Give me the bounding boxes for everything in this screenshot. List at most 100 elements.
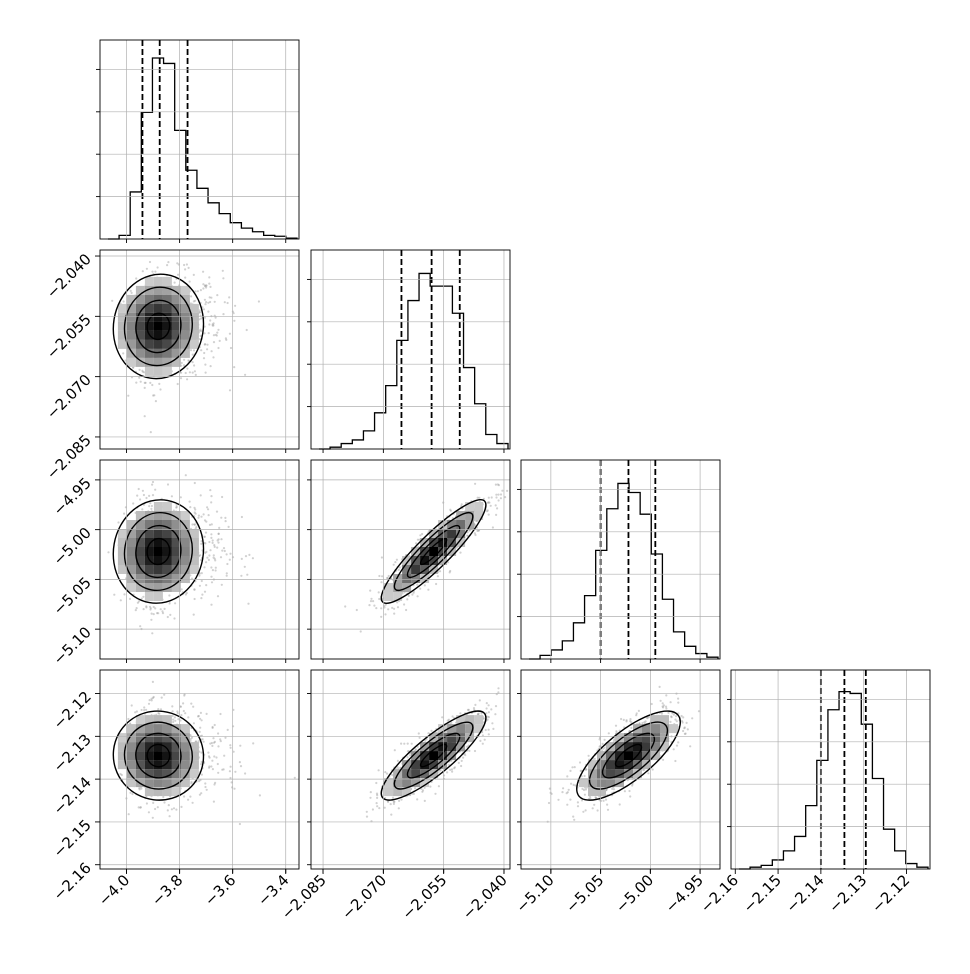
- scatter-point: [164, 608, 166, 610]
- density-cell: [118, 751, 127, 760]
- scatter-point: [185, 372, 187, 374]
- scatter-point: [497, 687, 499, 689]
- scatter-point: [139, 498, 141, 500]
- scatter-point: [207, 311, 209, 313]
- scatter-point: [180, 377, 182, 379]
- scatter-point: [142, 270, 144, 272]
- scatter-point: [394, 561, 396, 563]
- scatter-point: [169, 815, 171, 817]
- scatter-point: [215, 567, 217, 569]
- density-cell: [181, 313, 190, 322]
- scatter-point: [205, 286, 207, 288]
- scatter-point: [453, 767, 455, 769]
- scatter-point: [397, 606, 399, 608]
- density-cell: [181, 760, 190, 769]
- scatter-point: [209, 524, 211, 526]
- scatter-point: [167, 483, 169, 485]
- scatter-point: [246, 574, 248, 576]
- scatter-point: [208, 323, 210, 325]
- scatter-point: [387, 801, 389, 803]
- scatter-point: [154, 489, 156, 491]
- scatter-point: [193, 507, 195, 509]
- density-cell: [181, 322, 190, 331]
- scatter-point: [427, 589, 429, 591]
- density-cell: [145, 565, 154, 574]
- density-cell: [145, 592, 154, 601]
- scatter-point: [393, 608, 395, 610]
- density-cell: [136, 511, 145, 520]
- scatter-point: [123, 593, 125, 595]
- scatter-point: [152, 394, 154, 396]
- scatter-point: [150, 619, 152, 621]
- scatter-point: [149, 502, 151, 504]
- scatter-point: [144, 387, 146, 389]
- scatter-point: [476, 520, 478, 522]
- scatter-point: [208, 332, 210, 334]
- histogram-step-line: [319, 273, 508, 449]
- scatter-point: [185, 474, 187, 476]
- scatter-point: [407, 750, 409, 752]
- density-shading: [384, 502, 483, 601]
- scatter-point: [213, 334, 215, 336]
- scatter-point: [158, 383, 160, 385]
- scatter-point: [152, 494, 154, 496]
- scatter-point: [497, 691, 499, 693]
- density-cell: [154, 574, 163, 583]
- scatter-point: [557, 799, 559, 801]
- scatter-point: [482, 743, 484, 745]
- scatter-point: [131, 793, 133, 795]
- scatter-point: [134, 711, 136, 713]
- scatter-point: [380, 581, 382, 583]
- density-cell: [154, 295, 163, 304]
- scatter-point: [202, 271, 204, 273]
- scatter-point: [495, 496, 497, 498]
- scatter-point: [185, 593, 187, 595]
- scatter-point: [492, 526, 494, 528]
- density-cell: [393, 574, 402, 583]
- scatter-point: [148, 495, 150, 497]
- histogram-step-line: [739, 692, 928, 869]
- scatter-point: [204, 782, 206, 784]
- scatter-point: [167, 261, 169, 263]
- density-cell: [154, 340, 163, 349]
- scatter-point: [195, 374, 197, 376]
- scatter-point: [247, 603, 249, 605]
- scatter-point: [192, 802, 194, 804]
- scatter-point: [252, 742, 254, 744]
- scatter-point: [200, 597, 202, 599]
- scatter-point: [189, 501, 191, 503]
- scatter-point: [200, 289, 202, 291]
- density-cell: [181, 286, 190, 295]
- scatter-point: [416, 584, 418, 586]
- scatter-point: [459, 552, 461, 554]
- scatter-point: [208, 765, 210, 767]
- scatter-point: [213, 322, 215, 324]
- scatter-point: [390, 803, 392, 805]
- scatter-point: [407, 756, 409, 758]
- scatter-point: [450, 722, 452, 724]
- scatter-point: [151, 699, 153, 701]
- scatter-point: [403, 603, 405, 605]
- scatter-point: [212, 737, 214, 739]
- scatter-point: [230, 747, 232, 749]
- scatter-point: [208, 514, 210, 516]
- scatter-point: [199, 718, 201, 720]
- density-cell: [127, 547, 136, 556]
- density-cell: [163, 277, 172, 286]
- scatter-point: [204, 332, 206, 334]
- density-cell: [420, 742, 429, 751]
- density-cell: [154, 277, 163, 286]
- grid-lines-2-2: [521, 460, 720, 659]
- scatter-point: [157, 806, 159, 808]
- scatter-point: [204, 519, 206, 521]
- scatter-point: [449, 571, 451, 573]
- density-shading: [384, 715, 483, 796]
- density-cell: [190, 547, 199, 556]
- scatter-point: [400, 743, 402, 745]
- scatter-point: [201, 594, 203, 596]
- density-cell: [163, 502, 172, 511]
- scatter-point: [202, 287, 204, 289]
- scatter-point: [135, 382, 137, 384]
- density-cell: [154, 349, 163, 358]
- density-cell: [154, 592, 163, 601]
